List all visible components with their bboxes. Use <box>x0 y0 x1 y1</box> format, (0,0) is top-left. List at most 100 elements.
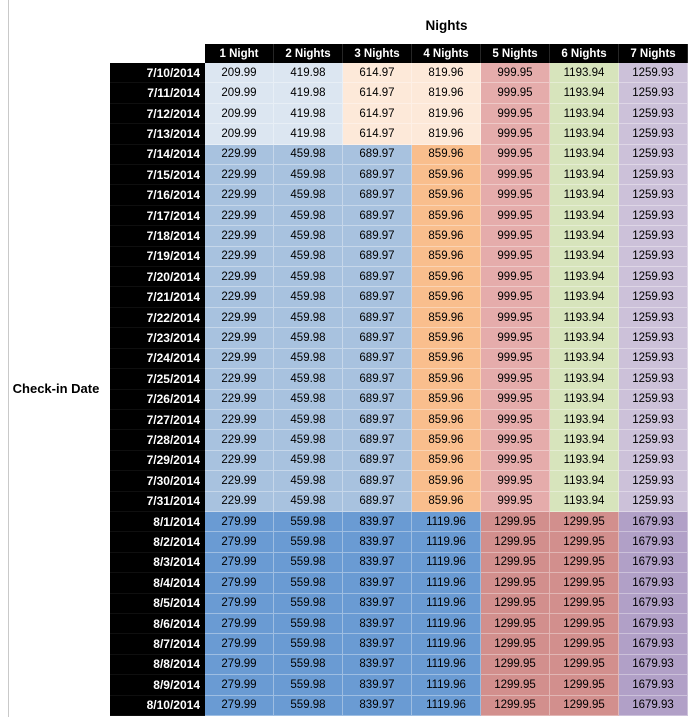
price-cell: 1299.95 <box>550 532 619 553</box>
price-cell: 229.99 <box>205 491 274 512</box>
price-cell: 1299.95 <box>550 593 619 614</box>
price-cell: 209.99 <box>205 63 274 84</box>
price-cell: 1193.94 <box>550 287 619 308</box>
price-cell: 559.98 <box>274 552 343 574</box>
price-cell: 839.97 <box>343 552 412 574</box>
price-cell: 209.99 <box>205 124 274 145</box>
price-cell: 1299.95 <box>550 695 619 716</box>
price-cell: 1193.94 <box>550 63 619 84</box>
price-cell: 459.98 <box>274 369 343 390</box>
price-cell: 859.96 <box>412 307 481 329</box>
price-cell: 459.98 <box>274 246 343 268</box>
price-cell: 859.96 <box>412 267 481 288</box>
price-cell: 1299.95 <box>550 613 619 635</box>
price-cell: 1299.95 <box>550 573 619 594</box>
table-row: 7/29/2014 229.99 459.98 689.97 859.96 999.95 1… <box>110 450 688 472</box>
price-cell: 1193.94 <box>550 348 619 370</box>
column-header: 3 Nights <box>343 44 412 63</box>
price-cell: 459.98 <box>274 307 343 329</box>
price-cell: 419.98 <box>274 83 343 104</box>
price-cell: 1193.94 <box>550 430 619 451</box>
price-cell: 1299.95 <box>481 532 550 553</box>
price-cell: 1193.94 <box>550 103 619 125</box>
price-cell: 1259.93 <box>619 144 688 166</box>
price-cell: 819.96 <box>412 83 481 104</box>
rate-table: Nights 1 Night 2 Nights 3 Nights 4 Nights 5 … <box>110 6 688 716</box>
row-date: 7/19/2014 <box>110 246 205 268</box>
price-cell: 999.95 <box>481 165 550 186</box>
price-cell: 459.98 <box>274 389 343 410</box>
price-cell: 459.98 <box>274 287 343 308</box>
price-cell: 459.98 <box>274 185 343 206</box>
column-header: 7 Nights <box>619 44 688 63</box>
price-cell: 819.96 <box>412 124 481 145</box>
price-cell: 229.99 <box>205 369 274 390</box>
price-cell: 229.99 <box>205 409 274 431</box>
price-cell: 229.99 <box>205 389 274 410</box>
table-row: 8/4/2014 279.99 559.98 839.97 1119.96 1299.95… <box>110 573 688 594</box>
price-cell: 689.97 <box>343 491 412 512</box>
price-cell: 229.99 <box>205 226 274 247</box>
price-cell: 689.97 <box>343 205 412 227</box>
table-row: 7/20/2014 229.99 459.98 689.97 859.96 999.95 1… <box>110 267 688 288</box>
price-cell: 279.99 <box>205 675 274 696</box>
price-cell: 229.99 <box>205 144 274 166</box>
price-cell: 999.95 <box>481 491 550 512</box>
price-cell: 1119.96 <box>412 593 481 614</box>
price-cell: 614.97 <box>343 83 412 104</box>
price-cell: 229.99 <box>205 450 274 472</box>
price-cell: 1679.93 <box>619 613 688 635</box>
table-row: 7/19/2014 229.99 459.98 689.97 859.96 999.95 1… <box>110 246 688 268</box>
price-cell: 999.95 <box>481 430 550 451</box>
price-cell: 1259.93 <box>619 471 688 492</box>
price-cell: 859.96 <box>412 430 481 451</box>
price-cell: 459.98 <box>274 409 343 431</box>
price-cell: 1679.93 <box>619 634 688 655</box>
column-header: 5 Nights <box>481 44 550 63</box>
row-date: 7/30/2014 <box>110 471 205 492</box>
price-cell: 689.97 <box>343 246 412 268</box>
row-date: 8/3/2014 <box>110 552 205 574</box>
row-date: 8/2/2014 <box>110 532 205 553</box>
price-cell: 1299.95 <box>481 593 550 614</box>
price-cell: 689.97 <box>343 287 412 308</box>
price-cell: 999.95 <box>481 267 550 288</box>
column-header: 2 Nights <box>274 44 343 63</box>
price-cell: 1299.95 <box>481 613 550 635</box>
price-cell: 999.95 <box>481 63 550 84</box>
price-cell: 459.98 <box>274 226 343 247</box>
table-row: 7/27/2014 229.99 459.98 689.97 859.96 999.95 1… <box>110 409 688 431</box>
price-cell: 229.99 <box>205 165 274 186</box>
price-cell: 1259.93 <box>619 430 688 451</box>
price-cell: 614.97 <box>343 103 412 125</box>
price-cell: 1259.93 <box>619 267 688 288</box>
price-cell: 459.98 <box>274 328 343 349</box>
table-row: 8/5/2014 279.99 559.98 839.97 1119.96 1299.95… <box>110 593 688 614</box>
price-cell: 209.99 <box>205 83 274 104</box>
table-row: 7/16/2014 229.99 459.98 689.97 859.96 999.95 1… <box>110 185 688 206</box>
row-date: 7/18/2014 <box>110 226 205 247</box>
price-cell: 839.97 <box>343 573 412 594</box>
price-cell: 1193.94 <box>550 205 619 227</box>
price-cell: 1679.93 <box>619 573 688 594</box>
price-cell: 1259.93 <box>619 287 688 308</box>
table-row: 7/13/2014 209.99 419.98 614.97 819.96 999.95 1… <box>110 124 688 145</box>
price-cell: 1259.93 <box>619 450 688 472</box>
price-cell: 1259.93 <box>619 348 688 370</box>
price-cell: 459.98 <box>274 430 343 451</box>
price-cell: 859.96 <box>412 491 481 512</box>
table-row: 8/1/2014 279.99 559.98 839.97 1119.96 1299.95… <box>110 511 688 533</box>
price-cell: 689.97 <box>343 389 412 410</box>
price-cell: 1299.95 <box>550 552 619 574</box>
row-date: 8/6/2014 <box>110 613 205 635</box>
price-cell: 1259.93 <box>619 491 688 512</box>
price-cell: 1259.93 <box>619 63 688 84</box>
price-cell: 459.98 <box>274 144 343 166</box>
price-cell: 1299.95 <box>481 573 550 594</box>
price-cell: 559.98 <box>274 573 343 594</box>
price-cell: 459.98 <box>274 267 343 288</box>
price-cell: 1193.94 <box>550 83 619 104</box>
price-cell: 1259.93 <box>619 83 688 104</box>
price-cell: 999.95 <box>481 471 550 492</box>
price-cell: 559.98 <box>274 654 343 676</box>
